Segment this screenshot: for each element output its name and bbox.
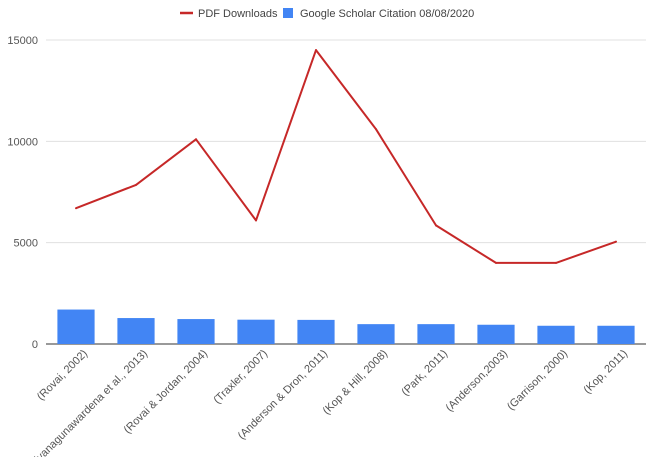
bar-citation <box>537 325 575 344</box>
x-tick-label: (Garrison, 2000) <box>505 348 570 413</box>
bar-citation <box>237 319 275 344</box>
line-point-pdf-downloads <box>555 261 557 264</box>
bar-citation <box>597 325 635 344</box>
legend-label-pdf-downloads: PDF Downloads <box>198 8 278 20</box>
line-point-pdf-downloads <box>315 49 317 52</box>
legend-bar-marker <box>283 8 293 18</box>
line-point-pdf-downloads <box>135 183 137 186</box>
bar-citation <box>477 324 515 344</box>
x-tick-label: (Kop, 2011) <box>582 348 631 397</box>
line-point-pdf-downloads <box>375 128 377 131</box>
bar-citation <box>297 319 335 344</box>
bar-citation <box>177 319 215 344</box>
legend-label-google-scholar-citation: Google Scholar Citation 08/08/2020 <box>300 8 474 20</box>
y-tick-label: 0 <box>32 339 38 351</box>
x-tick-label: (Park, 2011) <box>399 348 450 399</box>
x-axis-ticks: (Rovai, 2002)(Liyanagunawardena et al., … <box>26 348 630 457</box>
x-tick-label: (Traxler, 2007) <box>211 348 270 407</box>
line-point-pdf-downloads <box>495 261 497 264</box>
x-tick-label: (Liyanagunawardena et al., 2013) <box>26 348 150 457</box>
line-point-pdf-downloads <box>255 219 257 222</box>
bar-citation <box>417 324 455 344</box>
bars <box>57 309 635 344</box>
line-pdf-downloads <box>75 49 617 264</box>
bar-citation <box>57 309 95 344</box>
line-point-pdf-downloads <box>75 207 77 210</box>
y-tick-label: 10000 <box>7 136 38 148</box>
y-tick-label: 15000 <box>7 35 38 47</box>
y-tick-label: 5000 <box>14 238 38 250</box>
line-series <box>75 49 617 264</box>
gridlines <box>46 39 646 345</box>
bar-citation <box>357 324 395 344</box>
y-axis-ticks: 0 5000 10000 15000 <box>7 35 38 351</box>
line-point-pdf-downloads <box>195 138 197 141</box>
legend: PDF Downloads Google Scholar Citation 08… <box>180 8 474 20</box>
bar-citation <box>117 318 155 344</box>
x-tick-label: (Anderson,2003) <box>444 348 510 414</box>
line-point-pdf-downloads <box>615 240 617 243</box>
x-tick-label: (Rovai, 2002) <box>35 348 90 403</box>
x-tick-label: (Kop & Hill, 2008) <box>321 348 390 417</box>
line-point-pdf-downloads <box>435 224 437 227</box>
